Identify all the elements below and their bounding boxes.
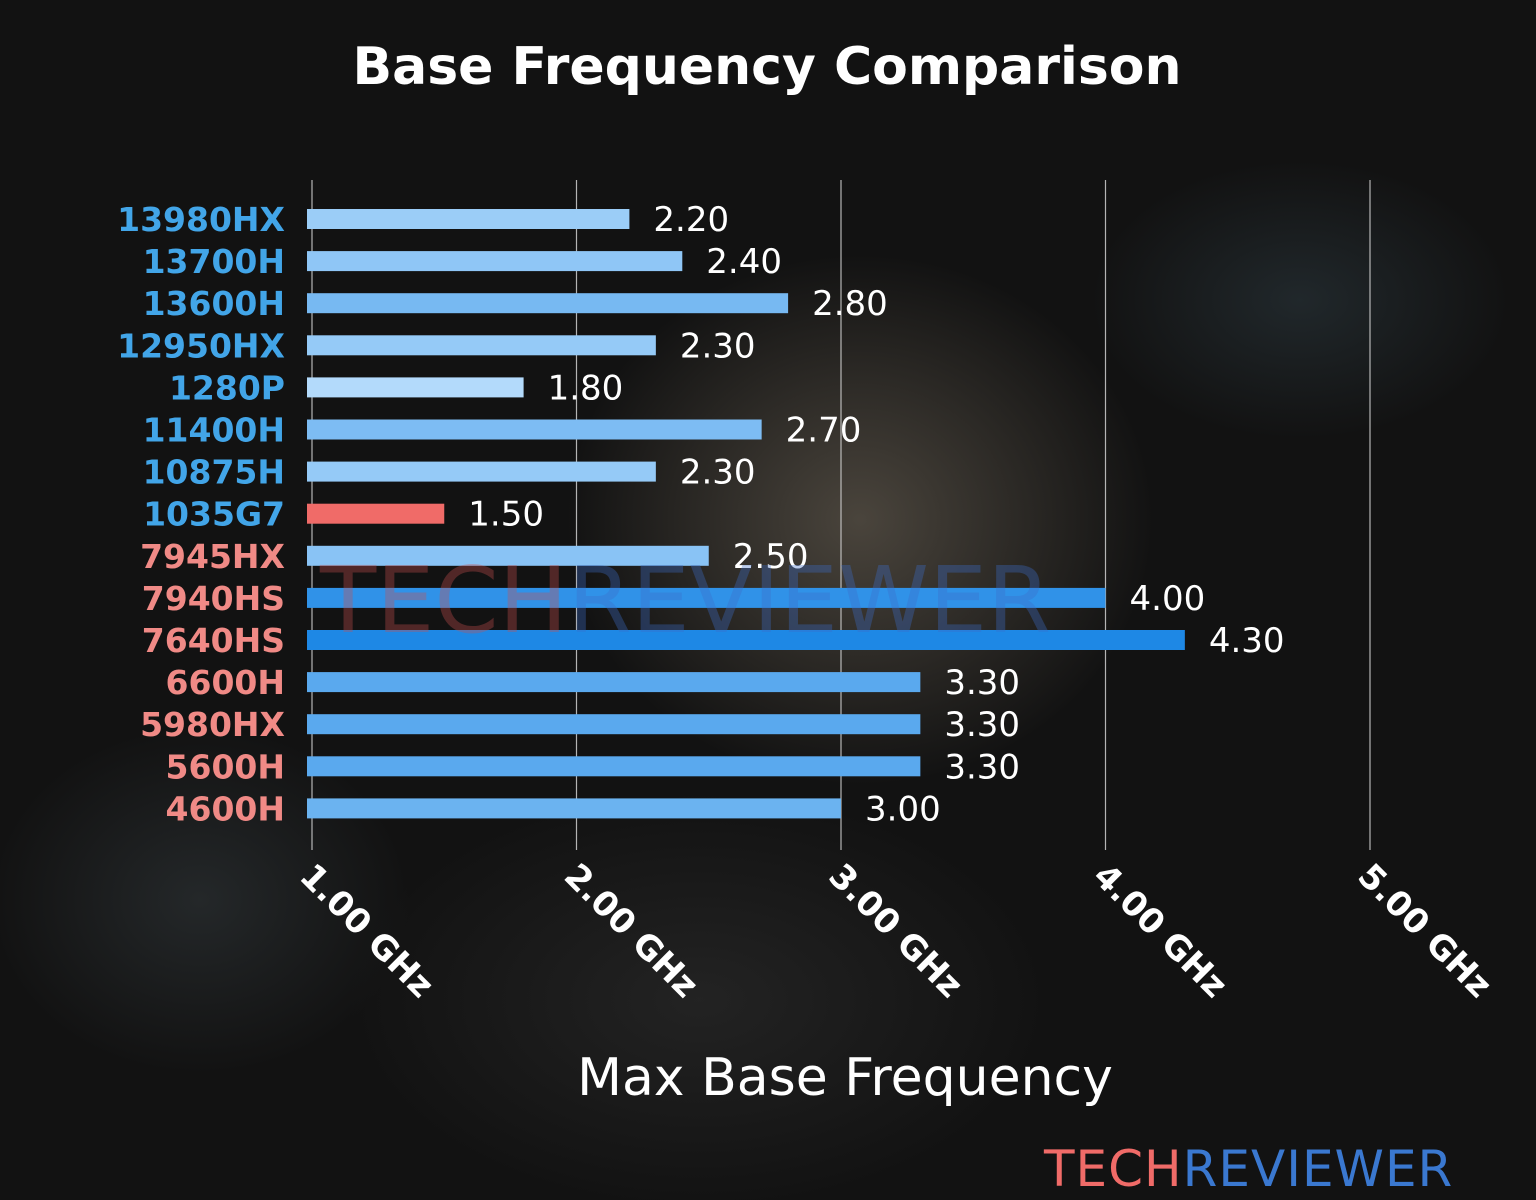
- value-label: 4.30: [1209, 621, 1285, 661]
- bar: [307, 293, 789, 314]
- category-label: 5980HX: [140, 705, 285, 744]
- bar: [307, 587, 1106, 608]
- value-label: 2.80: [812, 284, 888, 324]
- value-label: 2.40: [706, 242, 782, 282]
- category-label: 6600H: [166, 663, 285, 702]
- category-label: 7945HX: [140, 537, 285, 576]
- category-label: 7940HS: [142, 579, 285, 618]
- bar: [307, 209, 630, 229]
- value-label: 2.30: [680, 326, 756, 366]
- x-tick-label: 4.00 GHz: [1085, 856, 1235, 1006]
- bar: [307, 545, 709, 566]
- bar: [307, 251, 683, 272]
- x-tick-label: 3.00 GHz: [821, 856, 971, 1006]
- value-label: 3.30: [944, 747, 1020, 787]
- value-label: 3.00: [865, 789, 941, 829]
- bar: [307, 461, 656, 482]
- category-label: 4600H: [166, 789, 285, 828]
- category-label: 13600H: [143, 284, 285, 323]
- bar: [307, 756, 921, 777]
- logo-part2: REVIEWER: [1183, 1140, 1454, 1198]
- bar: [307, 672, 921, 693]
- bar: [307, 377, 524, 398]
- bar: [307, 419, 762, 440]
- bar: [307, 335, 656, 356]
- x-tick-label: 1.00 GHz: [292, 856, 442, 1006]
- x-tick-label: 2.00 GHz: [556, 856, 706, 1006]
- bar: [307, 503, 445, 524]
- value-label: 2.20: [653, 200, 729, 240]
- x-tick-label: 5.00 GHz: [1350, 856, 1500, 1006]
- category-label: 1280P: [169, 368, 285, 407]
- category-label: 10875H: [143, 453, 285, 492]
- bar: [307, 630, 1185, 650]
- category-label: 1035G7: [143, 495, 285, 534]
- techreviewer-logo: TECHREVIEWER: [1043, 1140, 1453, 1198]
- value-label: 2.50: [733, 537, 809, 577]
- category-label: 5600H: [166, 747, 285, 786]
- value-label: 2.70: [786, 411, 862, 451]
- bar: [307, 798, 841, 819]
- category-label: 13980HX: [117, 200, 285, 239]
- chart-title: Base Frequency Comparison: [352, 37, 1181, 97]
- category-label: 7640HS: [142, 621, 285, 660]
- bar: [307, 714, 921, 735]
- category-label: 11400H: [143, 411, 285, 450]
- category-label: 12950HX: [117, 326, 285, 365]
- value-label: 3.30: [944, 705, 1020, 745]
- value-label: 3.30: [944, 663, 1020, 703]
- logo-part1: TECH: [1043, 1140, 1183, 1198]
- value-label: 2.30: [680, 453, 756, 493]
- value-label: 1.50: [468, 495, 544, 535]
- x-axis-label: Max Base Frequency: [577, 1048, 1113, 1108]
- value-label: 1.80: [548, 368, 624, 408]
- value-label: 4.00: [1130, 579, 1206, 619]
- category-label: 13700H: [143, 242, 285, 281]
